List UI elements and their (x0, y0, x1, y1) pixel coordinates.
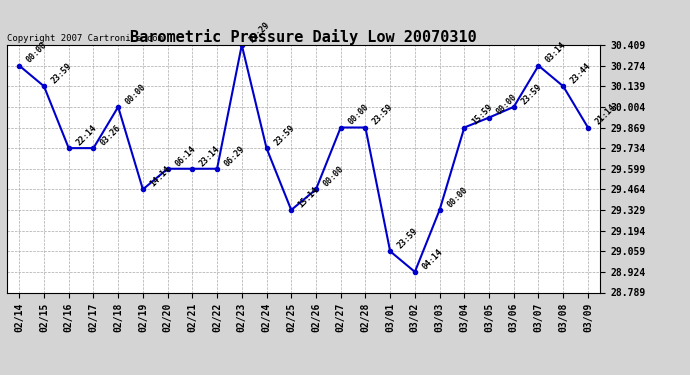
Text: 23:59: 23:59 (520, 82, 543, 106)
Text: 00:00: 00:00 (124, 82, 148, 106)
Text: 00:00: 00:00 (495, 93, 519, 117)
Text: 23:59: 23:59 (371, 103, 395, 127)
Text: 23:59: 23:59 (395, 226, 420, 251)
Text: Copyright 2007 Cartronics.com: Copyright 2007 Cartronics.com (7, 33, 163, 42)
Text: 15:59: 15:59 (470, 103, 494, 127)
Text: 22:14: 22:14 (75, 123, 98, 147)
Text: 06:29: 06:29 (223, 144, 246, 168)
Text: 06:14: 06:14 (173, 144, 197, 168)
Text: 00:00: 00:00 (322, 165, 346, 189)
Title: Barometric Pressure Daily Low 20070310: Barometric Pressure Daily Low 20070310 (130, 29, 477, 45)
Text: 23:59: 23:59 (50, 62, 74, 86)
Text: 23:59: 23:59 (272, 123, 296, 147)
Text: 23:44: 23:44 (569, 62, 593, 86)
Text: 15:14: 15:14 (297, 185, 321, 209)
Text: 03:14: 03:14 (544, 41, 568, 65)
Text: 04:14: 04:14 (420, 247, 444, 271)
Text: 22:29: 22:29 (247, 20, 271, 44)
Text: 00:00: 00:00 (25, 41, 49, 65)
Text: 00:00: 00:00 (346, 103, 371, 127)
Text: 14:14: 14:14 (148, 165, 172, 189)
Text: 03:26: 03:26 (99, 123, 123, 147)
Text: 00:00: 00:00 (445, 185, 469, 209)
Text: 21:14: 21:14 (593, 103, 618, 127)
Text: 23:14: 23:14 (198, 144, 222, 168)
